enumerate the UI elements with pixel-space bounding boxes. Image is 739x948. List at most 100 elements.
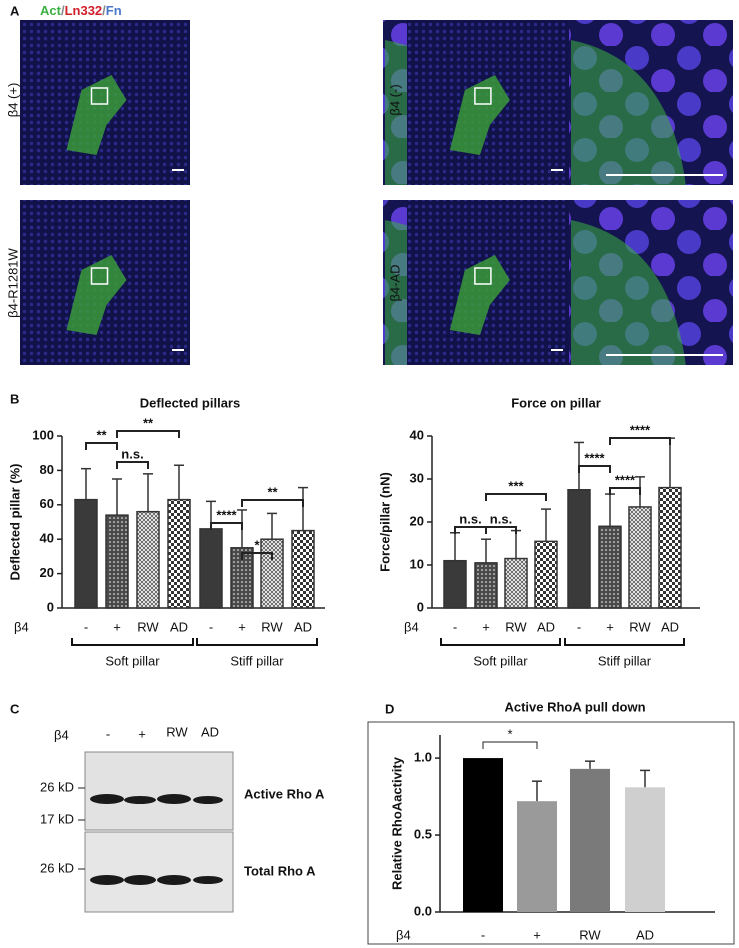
cell: [449, 255, 510, 335]
bar: [167, 498, 191, 609]
x-tick-label: RW: [579, 927, 601, 942]
y-tick-label: 0.5: [414, 826, 432, 841]
row-label: β4-R1281W: [5, 247, 20, 317]
y-tick-label: 1.0: [414, 750, 432, 765]
zoom-box: [474, 267, 492, 285]
significance-bracket: [241, 552, 273, 560]
significance-bracket: [210, 522, 243, 530]
bar: [534, 540, 558, 609]
group-label: Stiff pillar: [230, 653, 284, 668]
actin: [571, 220, 686, 365]
significance-label: ****: [630, 422, 651, 437]
significance-bracket: [241, 499, 304, 507]
significance-bracket: [609, 437, 671, 445]
significance-label: n.s.: [490, 511, 512, 526]
x-tick-label: RW: [629, 619, 651, 634]
y-tick-label: 0.0: [414, 903, 432, 918]
significance-bracket: [482, 741, 538, 749]
row-label: β4 (-): [387, 84, 402, 115]
x-tick-label: AD: [537, 619, 555, 634]
group-label: Stiff pillar: [598, 653, 652, 668]
legend-part: Fn: [106, 3, 122, 18]
significance-label: n.s.: [459, 511, 481, 526]
x-tick-label: -: [209, 619, 213, 634]
x-tick-label: +: [533, 927, 541, 942]
marker-label: 17 kD: [40, 811, 74, 826]
x-axis-label: β4: [14, 619, 29, 634]
y-axis-label: Relative RhoAactivity: [389, 756, 404, 890]
row-label: β4-AD: [387, 264, 402, 301]
y-tick-label: 60: [40, 496, 54, 511]
bar: [474, 562, 498, 609]
bar: [230, 547, 254, 609]
significance-label: ***: [508, 478, 524, 493]
group-bracket: [440, 638, 561, 646]
x-tick-label: +: [113, 619, 121, 634]
y-axis-label: Deflected pillar (%): [7, 463, 22, 580]
panel-label: A: [10, 3, 20, 18]
group-label: Soft pillar: [473, 653, 528, 668]
chart-title: Deflected pillars: [140, 395, 240, 410]
significance-bracket: [609, 487, 641, 495]
cell: [449, 75, 510, 155]
significance-label: ****: [584, 450, 605, 465]
bar: [570, 768, 610, 912]
significance-bracket: [85, 442, 118, 450]
panel-label: B: [10, 391, 19, 406]
bar: [598, 525, 622, 609]
marker-label: 26 kD: [40, 860, 74, 875]
y-tick-label: 40: [410, 427, 424, 442]
blot: [84, 831, 234, 913]
legend-part: Act: [40, 3, 62, 18]
lane-label: -: [106, 726, 110, 741]
zoom-box: [90, 87, 109, 105]
x-tick-label: AD: [636, 927, 654, 942]
bar: [625, 787, 665, 912]
x-tick-label: AD: [294, 619, 312, 634]
x-axis-label: β4: [404, 619, 419, 634]
bands: [90, 794, 223, 885]
y-axis-label: Force/pillar (nN): [377, 472, 392, 572]
x-tick-label: RW: [137, 619, 159, 634]
bar: [658, 486, 682, 609]
bar: [443, 559, 467, 609]
x-tick-label: -: [577, 619, 581, 634]
y-tick-label: 0: [417, 599, 424, 614]
bar: [74, 498, 98, 609]
channel-legend: Act/Ln332/Fn: [40, 3, 122, 18]
panel-frame: [367, 721, 735, 945]
significance-bracket: [116, 430, 180, 438]
blot-label: Total Rho A: [244, 863, 316, 878]
bar: [567, 489, 591, 609]
x-tick-label: -: [481, 927, 485, 942]
group-label: Soft pillar: [105, 653, 160, 668]
bar: [105, 514, 129, 609]
x-axis-label: β4: [396, 927, 411, 942]
y-tick-label: 40: [40, 531, 54, 546]
lane-label: RW: [166, 724, 188, 739]
y-tick-label: 30: [410, 470, 424, 485]
y-tick-label: 10: [410, 556, 424, 571]
zoom-box: [90, 267, 109, 285]
y-tick-label: 100: [32, 427, 54, 442]
x-tick-label: -: [84, 619, 88, 634]
x-tick-label: RW: [505, 619, 527, 634]
significance-bracket: [485, 493, 547, 501]
y-tick-label: 20: [410, 513, 424, 528]
significance-label: ****: [615, 472, 636, 487]
bar: [260, 538, 284, 609]
significance-bracket: [485, 526, 517, 534]
bar: [463, 758, 503, 912]
bar: [628, 506, 652, 609]
x-tick-label: +: [606, 619, 614, 634]
group-bracket: [196, 638, 318, 646]
significance-label: ****: [216, 507, 237, 522]
significance-label: **: [267, 484, 278, 499]
blot-label: Active Rho A: [244, 786, 325, 801]
x-tick-label: -: [453, 619, 457, 634]
y-tick-label: 20: [40, 565, 54, 580]
significance-label: **: [143, 415, 154, 430]
significance-label: *: [507, 726, 512, 741]
group-bracket: [564, 638, 685, 646]
